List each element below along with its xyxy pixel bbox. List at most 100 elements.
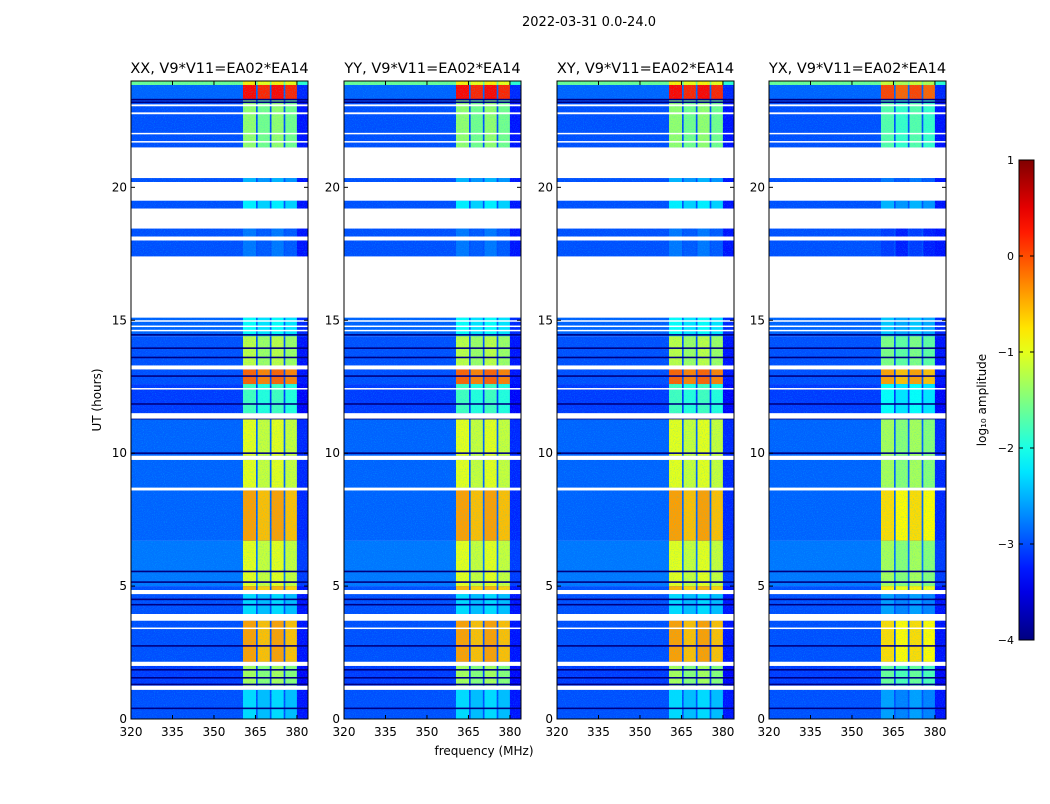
flagged-interval — [344, 365, 521, 370]
x-tick-label: 320 — [758, 725, 781, 739]
low-amplitude-row — [344, 347, 521, 349]
plot-frame — [768, 80, 947, 720]
low-amplitude-row — [131, 603, 308, 606]
flagged-interval — [131, 256, 308, 318]
low-amplitude-row — [557, 452, 734, 454]
flagged-interval — [769, 590, 946, 595]
low-amplitude-row — [557, 347, 734, 349]
y-tick-label: 0 — [119, 712, 127, 726]
y-tick-label: 5 — [332, 579, 340, 593]
flagged-interval — [557, 141, 734, 143]
panel-4: YX, V9*V11=EA02*EA14 320 335 350 365 380 0 5 10 1… — [750, 61, 947, 739]
flagged-interval — [131, 365, 308, 370]
low-amplitude-row — [131, 570, 308, 573]
x-tick-label: 380 — [923, 725, 946, 739]
plot-frame — [130, 80, 309, 720]
flagged-interval — [344, 590, 521, 595]
plot-area — [344, 81, 521, 719]
flagged-interval — [131, 613, 308, 621]
flagged-interval — [557, 132, 734, 135]
flagged-interval — [344, 413, 521, 419]
low-amplitude-row — [344, 356, 521, 359]
flagged-interval — [131, 104, 308, 107]
x-tick-label: 380 — [285, 725, 308, 739]
flagged-interval — [131, 236, 308, 241]
low-amplitude-row — [131, 581, 308, 583]
low-amplitude-row — [344, 98, 521, 101]
flagged-interval — [344, 132, 521, 135]
flagged-interval — [344, 487, 521, 491]
y-tick-label: 10 — [112, 446, 127, 460]
low-amplitude-row — [131, 375, 308, 377]
low-amplitude-row — [131, 98, 308, 101]
flagged-interval — [131, 487, 308, 491]
low-amplitude-row — [557, 570, 734, 573]
y-tick-label: 15 — [750, 313, 765, 327]
flagged-interval — [344, 388, 521, 390]
low-amplitude-row — [131, 334, 308, 336]
flagged-interval — [344, 455, 521, 460]
low-amplitude-row — [344, 101, 521, 104]
colorbar-tick-label: −4 — [998, 634, 1014, 647]
y-tick-label: 10 — [750, 446, 765, 460]
flagged-interval — [769, 329, 946, 332]
flagged-interval — [344, 329, 521, 332]
x-tick-label: 380 — [498, 725, 521, 739]
flagged-interval — [557, 413, 734, 419]
flagged-interval — [344, 141, 521, 143]
low-amplitude-row — [344, 676, 521, 679]
flagged-interval — [769, 685, 946, 690]
flagged-interval — [131, 182, 308, 201]
y-tick-label: 15 — [112, 313, 127, 327]
flagged-interval — [131, 132, 308, 135]
y-tick-label: 5 — [119, 579, 127, 593]
flagged-interval — [131, 413, 308, 419]
colorbar-tick-label: −3 — [998, 538, 1014, 551]
flagged-interval — [769, 147, 946, 179]
y-tick-label: 10 — [538, 446, 553, 460]
flagged-interval — [344, 236, 521, 241]
low-amplitude-row — [557, 581, 734, 583]
flagged-interval — [131, 388, 308, 390]
y-tick-label: 5 — [545, 579, 553, 593]
low-amplitude-row — [131, 452, 308, 454]
flagged-interval — [557, 329, 734, 332]
low-amplitude-row — [557, 375, 734, 377]
low-amplitude-row — [131, 403, 308, 405]
low-amplitude-row — [769, 603, 946, 606]
y-tick-label: 20 — [325, 180, 340, 194]
flagged-interval — [769, 236, 946, 241]
flagged-interval — [557, 182, 734, 201]
low-amplitude-row — [344, 403, 521, 405]
flagged-interval — [344, 685, 521, 690]
y-tick-label: 20 — [112, 180, 127, 194]
flagged-interval — [344, 325, 521, 328]
low-amplitude-row — [769, 375, 946, 377]
low-amplitude-row — [344, 570, 521, 573]
flagged-interval — [131, 590, 308, 595]
low-amplitude-row — [131, 598, 308, 601]
flagged-interval — [344, 613, 521, 621]
low-amplitude-row — [769, 581, 946, 583]
x-tick-label: 365 — [882, 725, 905, 739]
low-amplitude-row — [769, 570, 946, 573]
low-amplitude-row — [557, 598, 734, 601]
plot-frame — [556, 80, 735, 720]
x-tick-label: 350 — [629, 725, 652, 739]
flagged-interval — [557, 487, 734, 491]
low-amplitude-row — [131, 101, 308, 104]
flagged-interval — [557, 320, 734, 322]
flagged-interval — [131, 685, 308, 690]
flagged-interval — [557, 147, 734, 179]
colorbar-label: log₁₀ amplitude — [975, 354, 989, 446]
low-amplitude-row — [344, 375, 521, 377]
plot-frame — [343, 80, 522, 720]
low-amplitude-row — [769, 707, 946, 710]
y-tick-label: 5 — [757, 579, 765, 593]
flagged-interval — [344, 104, 521, 107]
flagged-interval — [344, 182, 521, 201]
low-amplitude-row — [769, 645, 946, 647]
low-amplitude-row — [131, 645, 308, 647]
low-amplitude-row — [344, 683, 521, 686]
